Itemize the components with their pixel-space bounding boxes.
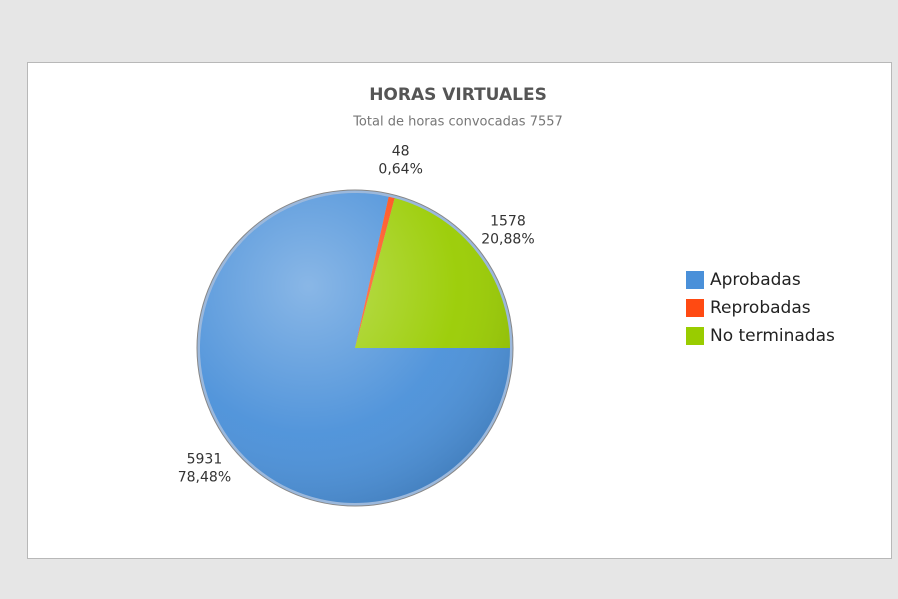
legend-swatch — [686, 299, 704, 317]
pie-shine — [200, 193, 510, 503]
legend-label: Aprobadas — [710, 270, 801, 290]
legend-label: Reprobadas — [710, 298, 811, 318]
slice-value-label: 48 — [392, 143, 410, 159]
slice-value-label: 5931 — [187, 452, 223, 468]
chart-subtitle: Total de horas convocadas 7557 — [352, 115, 563, 130]
chart-title: HORAS VIRTUALES — [369, 85, 547, 105]
slice-percent-label: 78,48% — [178, 470, 231, 486]
slice-percent-label: 20,88% — [481, 231, 534, 247]
legend-swatch — [686, 327, 704, 345]
slice-value-label: 1578 — [490, 213, 526, 229]
legend-label: No terminadas — [710, 326, 835, 346]
legend-swatch — [686, 271, 704, 289]
slice-percent-label: 0,64% — [378, 161, 422, 177]
